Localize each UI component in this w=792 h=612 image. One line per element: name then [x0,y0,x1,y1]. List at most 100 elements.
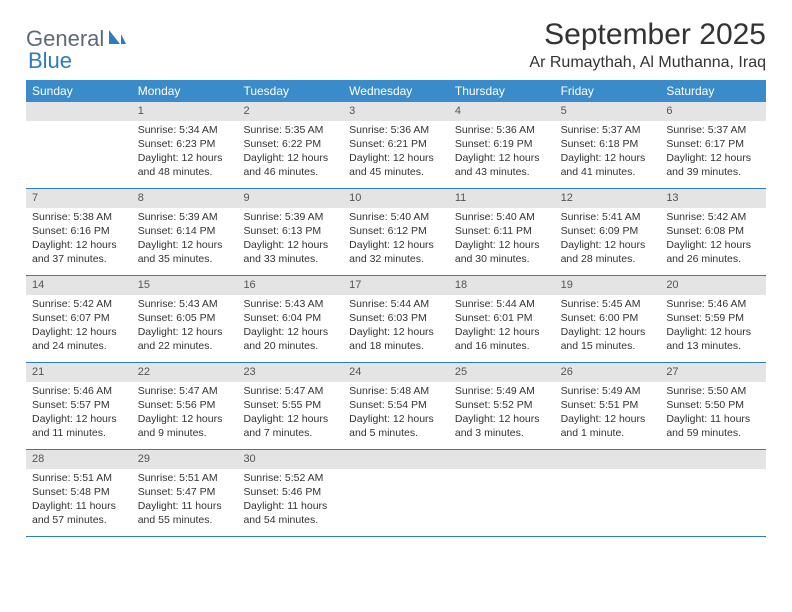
day-cell-body: Sunrise: 5:34 AMSunset: 6:23 PMDaylight:… [132,121,238,186]
day-cell-body: Sunrise: 5:47 AMSunset: 5:56 PMDaylight:… [132,382,238,447]
day-number: . [449,450,555,469]
day-cell-body: Sunrise: 5:44 AMSunset: 6:01 PMDaylight:… [449,295,555,360]
daylight-line: Daylight: 12 hours and 3 minutes. [455,412,549,440]
daylight-line: Daylight: 12 hours and 20 minutes. [243,325,337,353]
sunrise-line: Sunrise: 5:51 AM [32,471,126,485]
dayhead-tue: Tuesday [237,80,343,102]
daylight-line: Daylight: 12 hours and 43 minutes. [455,151,549,179]
sunrise-line: Sunrise: 5:39 AM [243,210,337,224]
sunset-line: Sunset: 5:48 PM [32,485,126,499]
sunset-line: Sunset: 6:16 PM [32,224,126,238]
day-number: 29 [132,450,238,469]
day-cell: 17Sunrise: 5:44 AMSunset: 6:03 PMDayligh… [343,276,449,362]
daylight-line: Daylight: 12 hours and 35 minutes. [138,238,232,266]
day-cell: 24Sunrise: 5:48 AMSunset: 5:54 PMDayligh… [343,363,449,449]
day-number: . [343,450,449,469]
daylight-line: Daylight: 12 hours and 5 minutes. [349,412,443,440]
sunset-line: Sunset: 6:13 PM [243,224,337,238]
sunset-line: Sunset: 5:55 PM [243,398,337,412]
day-cell-body: Sunrise: 5:49 AMSunset: 5:52 PMDaylight:… [449,382,555,447]
sunset-line: Sunset: 6:05 PM [138,311,232,325]
sunrise-line: Sunrise: 5:43 AM [243,297,337,311]
daylight-line: Daylight: 12 hours and 39 minutes. [666,151,760,179]
sunrise-line: Sunrise: 5:52 AM [243,471,337,485]
sunrise-line: Sunrise: 5:42 AM [32,297,126,311]
day-cell-body: Sunrise: 5:43 AMSunset: 6:04 PMDaylight:… [237,295,343,360]
dayhead-fri: Friday [555,80,661,102]
day-cell: 13Sunrise: 5:42 AMSunset: 6:08 PMDayligh… [660,189,766,275]
sunrise-line: Sunrise: 5:35 AM [243,123,337,137]
dayhead-sun: Sunday [26,80,132,102]
sunset-line: Sunset: 6:17 PM [666,137,760,151]
day-number: . [26,102,132,121]
day-number: 16 [237,276,343,295]
day-cell-body: Sunrise: 5:40 AMSunset: 6:12 PMDaylight:… [343,208,449,273]
day-cell: . [343,450,449,536]
daylight-line: Daylight: 12 hours and 16 minutes. [455,325,549,353]
daylight-line: Daylight: 12 hours and 41 minutes. [561,151,655,179]
week-row: 14Sunrise: 5:42 AMSunset: 6:07 PMDayligh… [26,276,766,363]
day-cell-body: Sunrise: 5:51 AMSunset: 5:47 PMDaylight:… [132,469,238,534]
day-number: 26 [555,363,661,382]
day-cell: 14Sunrise: 5:42 AMSunset: 6:07 PMDayligh… [26,276,132,362]
day-number: . [660,450,766,469]
day-cell-body: Sunrise: 5:37 AMSunset: 6:17 PMDaylight:… [660,121,766,186]
day-cell-body: Sunrise: 5:38 AMSunset: 6:16 PMDaylight:… [26,208,132,273]
day-cell-body [343,469,449,477]
day-number: 5 [555,102,661,121]
day-cell: . [660,450,766,536]
daylight-line: Daylight: 12 hours and 7 minutes. [243,412,337,440]
day-cell-body: Sunrise: 5:37 AMSunset: 6:18 PMDaylight:… [555,121,661,186]
day-number: 30 [237,450,343,469]
sunrise-line: Sunrise: 5:44 AM [455,297,549,311]
daylight-line: Daylight: 11 hours and 59 minutes. [666,412,760,440]
day-cell: 29Sunrise: 5:51 AMSunset: 5:47 PMDayligh… [132,450,238,536]
day-number: 23 [237,363,343,382]
daylight-line: Daylight: 12 hours and 46 minutes. [243,151,337,179]
day-number: 17 [343,276,449,295]
day-number: 21 [26,363,132,382]
logo-word-blue: Blue [28,48,72,74]
day-cell-body: Sunrise: 5:42 AMSunset: 6:07 PMDaylight:… [26,295,132,360]
day-cell-body: Sunrise: 5:36 AMSunset: 6:21 PMDaylight:… [343,121,449,186]
day-cell: 16Sunrise: 5:43 AMSunset: 6:04 PMDayligh… [237,276,343,362]
day-number: 1 [132,102,238,121]
daylight-line: Daylight: 12 hours and 9 minutes. [138,412,232,440]
daylight-line: Daylight: 12 hours and 1 minute. [561,412,655,440]
day-cell-body: Sunrise: 5:52 AMSunset: 5:46 PMDaylight:… [237,469,343,534]
day-cell: . [449,450,555,536]
sunset-line: Sunset: 6:08 PM [666,224,760,238]
sunrise-line: Sunrise: 5:37 AM [561,123,655,137]
month-title: September 2025 [529,18,766,52]
sunrise-line: Sunrise: 5:49 AM [455,384,549,398]
sunrise-line: Sunrise: 5:36 AM [349,123,443,137]
day-cell-body [660,469,766,477]
day-cell: . [26,102,132,188]
day-cell: 4Sunrise: 5:36 AMSunset: 6:19 PMDaylight… [449,102,555,188]
sunrise-line: Sunrise: 5:46 AM [666,297,760,311]
day-cell: 7Sunrise: 5:38 AMSunset: 6:16 PMDaylight… [26,189,132,275]
daylight-line: Daylight: 12 hours and 11 minutes. [32,412,126,440]
sunrise-line: Sunrise: 5:46 AM [32,384,126,398]
day-cell: . [555,450,661,536]
sunrise-line: Sunrise: 5:36 AM [455,123,549,137]
sunrise-line: Sunrise: 5:43 AM [138,297,232,311]
day-cell: 6Sunrise: 5:37 AMSunset: 6:17 PMDaylight… [660,102,766,188]
day-number: 25 [449,363,555,382]
daylight-line: Daylight: 12 hours and 26 minutes. [666,238,760,266]
day-cell-body: Sunrise: 5:39 AMSunset: 6:13 PMDaylight:… [237,208,343,273]
day-cell: 1Sunrise: 5:34 AMSunset: 6:23 PMDaylight… [132,102,238,188]
location-text: Ar Rumaythah, Al Muthanna, Iraq [529,54,766,72]
sunrise-line: Sunrise: 5:49 AM [561,384,655,398]
day-number: 11 [449,189,555,208]
day-cell: 10Sunrise: 5:40 AMSunset: 6:12 PMDayligh… [343,189,449,275]
daylight-line: Daylight: 12 hours and 15 minutes. [561,325,655,353]
day-cell-body: Sunrise: 5:49 AMSunset: 5:51 PMDaylight:… [555,382,661,447]
day-cell: 2Sunrise: 5:35 AMSunset: 6:22 PMDaylight… [237,102,343,188]
dayhead-thu: Thursday [449,80,555,102]
daylight-line: Daylight: 11 hours and 57 minutes. [32,499,126,527]
week-row: 7Sunrise: 5:38 AMSunset: 6:16 PMDaylight… [26,189,766,276]
sunset-line: Sunset: 5:54 PM [349,398,443,412]
day-cell-body [555,469,661,477]
daylight-line: Daylight: 11 hours and 55 minutes. [138,499,232,527]
